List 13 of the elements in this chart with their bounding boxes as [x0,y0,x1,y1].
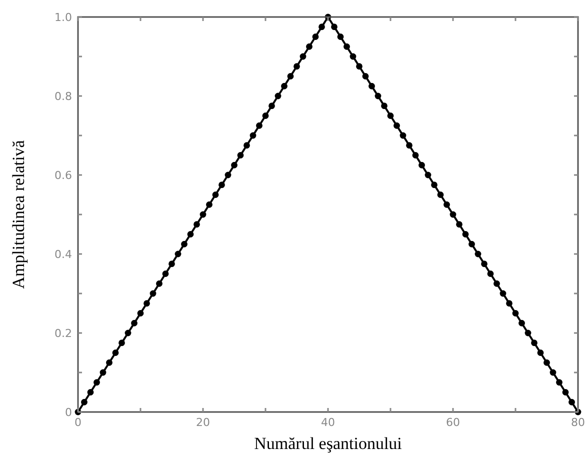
y-tick-label: 0.8 [54,90,72,103]
y-tick-label: 1.0 [54,11,72,24]
x-tick-label: 20 [196,416,210,429]
y-tick-label: 0.2 [54,327,72,340]
x-axis-title: Numărul eşantionului [254,434,402,453]
x-tick-label: 60 [446,416,460,429]
x-tick-label: 80 [571,416,585,429]
y-tick-label: 0 [65,406,72,419]
x-tick-label: 0 [74,416,82,429]
y-tick-label: 0.4 [54,248,72,261]
x-tick-label: 40 [321,416,335,429]
y-axis-title: Amplitudinea relativă [9,140,28,289]
y-tick-label: 0.6 [54,169,72,182]
